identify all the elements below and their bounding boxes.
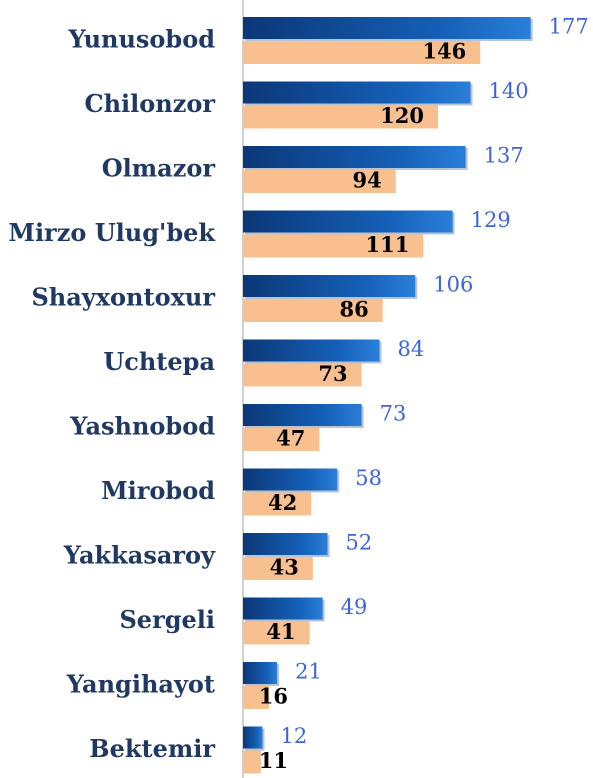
category-label: Shayxontoxur [31, 283, 215, 312]
value-label: 106 [433, 273, 473, 297]
bar [243, 339, 380, 362]
value-label: 21 [295, 660, 322, 684]
category-label: Sergeli [119, 605, 215, 634]
bar [243, 533, 328, 555]
value-label: 42 [268, 490, 297, 515]
bar [243, 41, 481, 64]
value-label: 94 [353, 168, 382, 193]
value-label: 137 [484, 144, 524, 168]
category-label: Yunusobod [68, 25, 216, 54]
bar [243, 105, 438, 129]
bar [243, 468, 338, 491]
value-label: 140 [489, 79, 529, 103]
bar [243, 662, 278, 684]
category-label: Yangihayot [66, 670, 215, 699]
bar [243, 363, 362, 387]
value-label: 49 [341, 595, 368, 619]
value-label: 16 [259, 684, 288, 709]
value-label: 120 [380, 103, 424, 128]
value-label: 177 [549, 15, 589, 39]
category-label: Chilonzor [84, 89, 215, 118]
bar [243, 170, 396, 193]
value-label: 52 [346, 531, 373, 555]
value-label: 73 [318, 361, 347, 386]
bar [243, 210, 453, 233]
bar [243, 597, 323, 620]
category-label: Mirzo Ulug'bek [8, 218, 216, 247]
bar [243, 557, 313, 580]
bar [243, 299, 383, 322]
bar [243, 621, 310, 645]
value-label: 11 [259, 748, 288, 773]
value-label: 111 [366, 232, 410, 257]
bar [243, 750, 261, 774]
bar [243, 17, 531, 39]
bar [243, 234, 424, 258]
bar [243, 404, 362, 426]
category-label: Olmazor [102, 154, 216, 183]
value-label: 47 [276, 426, 305, 451]
value-label: 84 [398, 337, 425, 361]
bar [243, 275, 416, 297]
category-label: Uchtepa [103, 347, 215, 376]
value-label: 58 [355, 466, 382, 490]
value-label: 146 [422, 39, 466, 64]
bar [243, 492, 312, 516]
value-label: 129 [471, 208, 511, 232]
bar [243, 428, 320, 451]
category-label: Yakkasaroy [63, 541, 216, 570]
value-label: 43 [270, 555, 299, 580]
bar [243, 81, 471, 104]
category-label: Bektemir [89, 734, 215, 763]
category-label: Yashnobod [69, 412, 215, 441]
value-label: 12 [281, 724, 308, 748]
value-label: 86 [340, 297, 369, 322]
value-label: 73 [380, 402, 407, 426]
bar [243, 686, 269, 709]
bar [243, 726, 263, 749]
bar [243, 146, 466, 168]
category-label: Mirobod [101, 476, 215, 505]
value-label: 41 [266, 619, 295, 644]
